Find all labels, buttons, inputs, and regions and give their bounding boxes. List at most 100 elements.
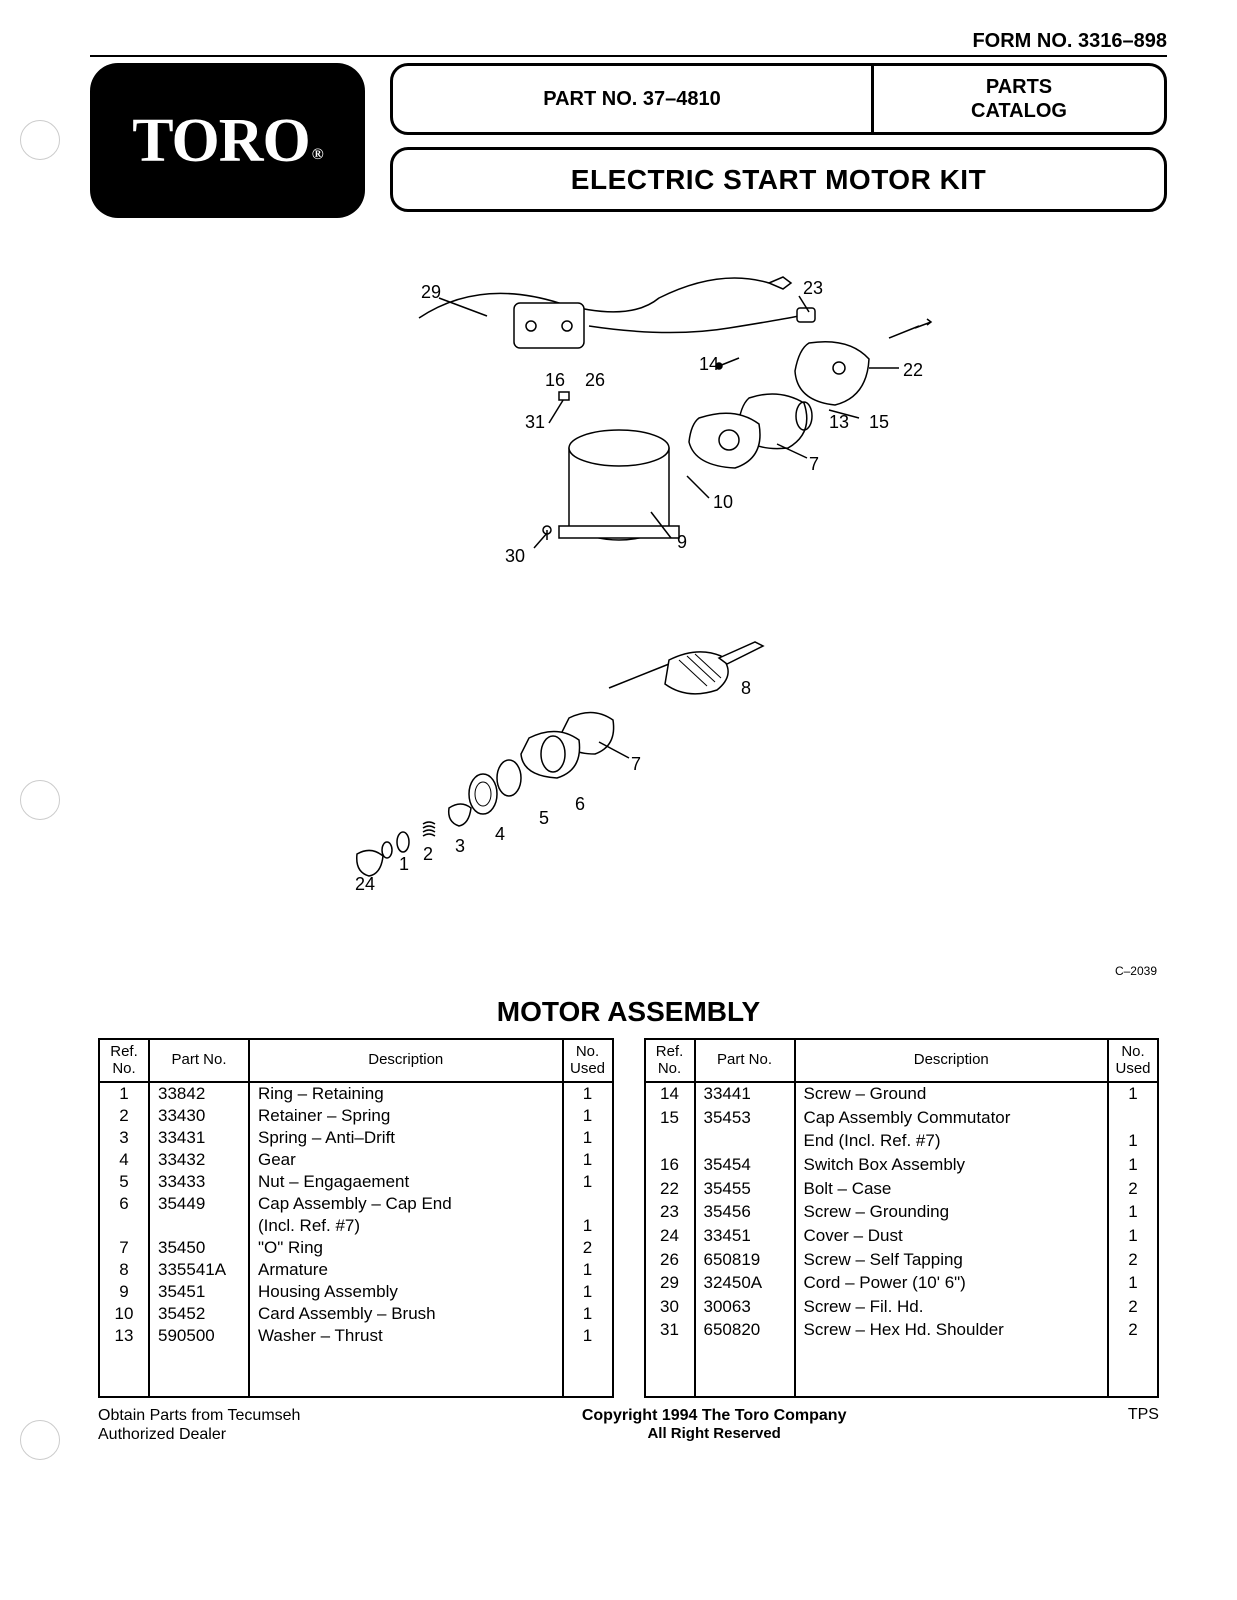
cell-used: 2 — [1108, 1249, 1158, 1273]
svg-text:30: 30 — [505, 546, 525, 566]
svg-text:16: 16 — [545, 370, 565, 390]
svg-text:15: 15 — [869, 412, 889, 432]
cell-used: 1 — [563, 1281, 613, 1303]
cell-ref: 4 — [99, 1149, 149, 1171]
cell-desc: Nut – Engagaement — [249, 1171, 563, 1193]
cell-desc: Cover – Dust — [795, 1225, 1109, 1249]
svg-text:31: 31 — [525, 412, 545, 432]
cell-used: 1 — [563, 1105, 613, 1127]
logo-reg-mark: ® — [312, 147, 323, 163]
table-row: 233430Retainer – Spring1 — [99, 1105, 613, 1127]
table-row: End (Incl. Ref. #7)1 — [645, 1130, 1159, 1154]
cell-desc: Retainer – Spring — [249, 1105, 563, 1127]
th-used: No.Used — [563, 1039, 613, 1082]
cell-ref: 16 — [645, 1154, 695, 1178]
cell-ref: 15 — [645, 1107, 695, 1131]
cell-desc: Washer – Thrust — [249, 1325, 563, 1397]
cell-desc: End (Incl. Ref. #7) — [795, 1130, 1109, 1154]
cell-used: 2 — [1108, 1319, 1158, 1397]
cell-desc: Spring – Anti–Drift — [249, 1127, 563, 1149]
cell-used: 1 — [1108, 1130, 1158, 1154]
cell-ref: 29 — [645, 1272, 695, 1296]
logo-text: TORO — [132, 110, 309, 172]
exploded-diagram: 29 23 14 22 16 26 13 15 31 7 10 9 30 8 7… — [90, 248, 1167, 988]
cell-part: 33451 — [695, 1225, 795, 1249]
table-row: 333431Spring – Anti–Drift1 — [99, 1127, 613, 1149]
cell-ref: 8 — [99, 1259, 149, 1281]
svg-text:7: 7 — [809, 454, 819, 474]
cell-desc: Card Assembly – Brush — [249, 1303, 563, 1325]
table-row: 735450"O" Ring2 — [99, 1237, 613, 1259]
cell-part: 32450A — [695, 1272, 795, 1296]
svg-text:22: 22 — [903, 360, 923, 380]
cell-ref: 14 — [645, 1082, 695, 1107]
svg-text:10: 10 — [713, 492, 733, 512]
parts-table-right: Ref.No. Part No. Description No.Used 143… — [644, 1038, 1160, 1398]
cell-desc: Screw – Hex Hd. Shoulder — [795, 1319, 1109, 1397]
cell-part: 590500 — [149, 1325, 249, 1397]
cell-desc: Switch Box Assembly — [795, 1154, 1109, 1178]
cell-part: 35450 — [149, 1237, 249, 1259]
table-row: 3030063Screw – Fil. Hd.2 — [645, 1296, 1159, 1320]
cell-used: 1 — [563, 1303, 613, 1325]
svg-text:9: 9 — [677, 532, 687, 552]
table-row: 31650820Screw – Hex Hd. Shoulder2 — [645, 1319, 1159, 1397]
table-row: 2932450ACord – Power (10' 6")1 — [645, 1272, 1159, 1296]
cell-used: 1 — [563, 1215, 613, 1237]
table-row: 2235455Bolt – Case2 — [645, 1178, 1159, 1202]
product-title: ELECTRIC START MOTOR KIT — [390, 147, 1167, 212]
th-ref: Ref.No. — [99, 1039, 149, 1082]
footer-left: Obtain Parts from Tecumseh Authorized De… — [98, 1406, 300, 1444]
cell-desc: Gear — [249, 1149, 563, 1171]
svg-text:6: 6 — [575, 794, 585, 814]
svg-text:3: 3 — [455, 836, 465, 856]
cell-desc: Cord – Power (10' 6") — [795, 1272, 1109, 1296]
svg-text:23: 23 — [803, 278, 823, 298]
svg-text:26: 26 — [585, 370, 605, 390]
catalog-label-1: PARTS — [986, 75, 1052, 99]
diagram-svg: 29 23 14 22 16 26 13 15 31 7 10 9 30 8 7… — [299, 248, 959, 968]
svg-text:5: 5 — [539, 808, 549, 828]
cell-ref: 23 — [645, 1201, 695, 1225]
cell-used: 2 — [563, 1237, 613, 1259]
cell-ref: 26 — [645, 1249, 695, 1273]
svg-text:13: 13 — [829, 412, 849, 432]
cell-part: 650819 — [695, 1249, 795, 1273]
cell-ref: 13 — [99, 1325, 149, 1397]
table-row: 8335541AArmature1 — [99, 1259, 613, 1281]
cell-part: 33432 — [149, 1149, 249, 1171]
cell-ref: 6 — [99, 1193, 149, 1215]
table-row: 1035452Card Assembly – Brush1 — [99, 1303, 613, 1325]
cell-used: 1 — [563, 1127, 613, 1149]
table-row: 1535453Cap Assembly Commutator — [645, 1107, 1159, 1131]
footer-center: Copyright 1994 The Toro Company All Righ… — [582, 1406, 847, 1443]
parts-tables: Ref.No. Part No. Description No.Used 133… — [90, 1038, 1167, 1398]
cell-part: 335541A — [149, 1259, 249, 1281]
svg-text:29: 29 — [421, 282, 441, 302]
cell-desc: (Incl. Ref. #7) — [249, 1215, 563, 1237]
svg-text:1: 1 — [399, 854, 409, 874]
cell-part: 35453 — [695, 1107, 795, 1131]
cell-used: 1 — [563, 1149, 613, 1171]
cell-used: 1 — [563, 1325, 613, 1397]
catalog-label-2: CATALOG — [971, 99, 1067, 123]
cell-desc: Screw – Grounding — [795, 1201, 1109, 1225]
cell-part: 35454 — [695, 1154, 795, 1178]
binder-hole — [20, 1420, 60, 1460]
cell-part: 33433 — [149, 1171, 249, 1193]
footer: Obtain Parts from Tecumseh Authorized De… — [90, 1406, 1167, 1444]
cell-ref — [99, 1215, 149, 1237]
cell-part: 35455 — [695, 1178, 795, 1202]
cell-used: 1 — [1108, 1154, 1158, 1178]
footer-dealer-1: Obtain Parts from Tecumseh — [98, 1406, 300, 1425]
cell-ref: 24 — [645, 1225, 695, 1249]
cell-used — [1108, 1107, 1158, 1131]
table-row: 133842Ring – Retaining1 — [99, 1082, 613, 1105]
cell-used: 2 — [1108, 1178, 1158, 1202]
cell-used: 1 — [1108, 1225, 1158, 1249]
cell-ref: 9 — [99, 1281, 149, 1303]
cell-desc: "O" Ring — [249, 1237, 563, 1259]
th-desc: Description — [795, 1039, 1109, 1082]
cell-used: 1 — [563, 1171, 613, 1193]
cell-ref: 2 — [99, 1105, 149, 1127]
